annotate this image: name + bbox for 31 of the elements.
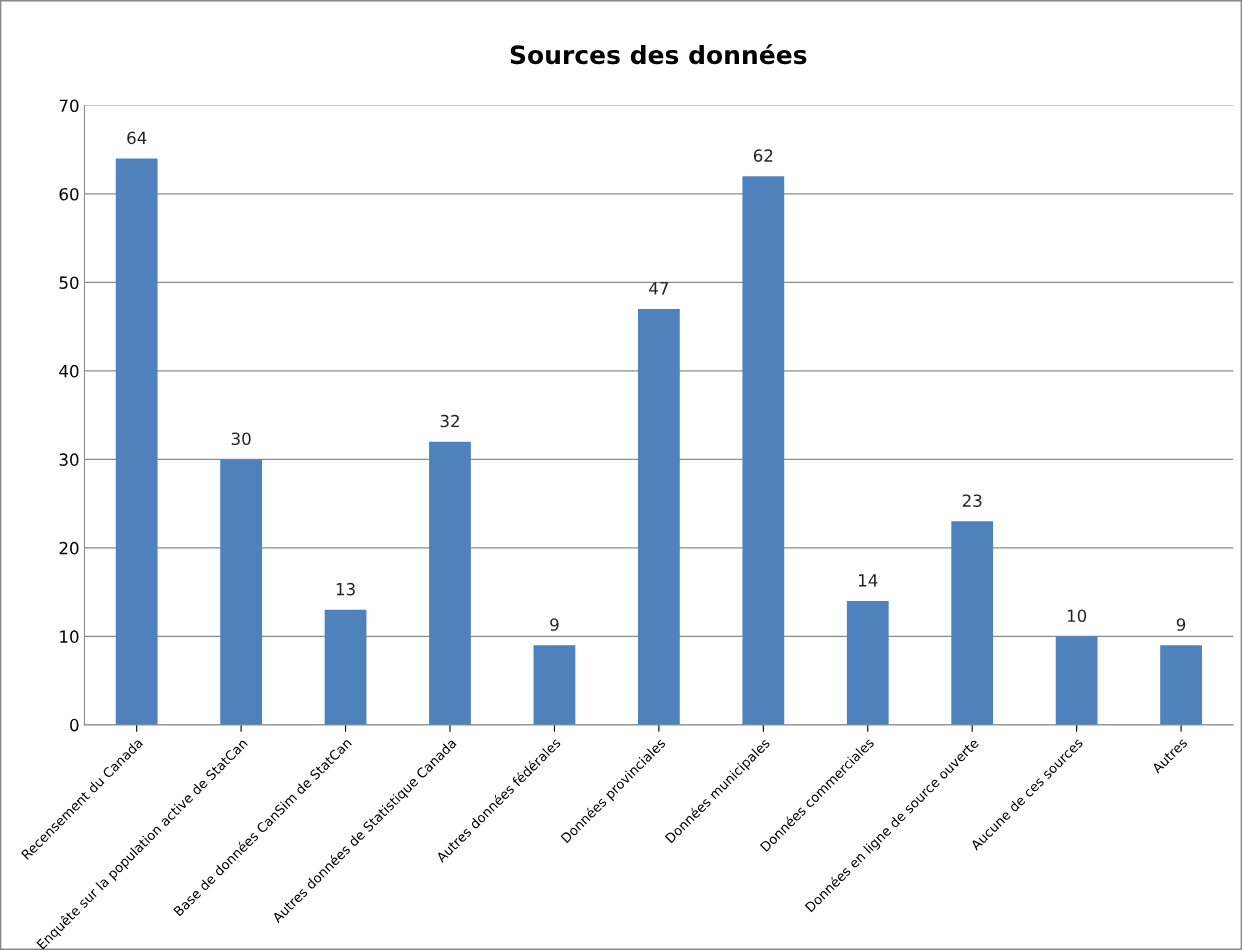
bar	[533, 645, 576, 725]
data-label: 30	[231, 432, 251, 446]
bar	[637, 308, 680, 725]
data-label: 32	[440, 414, 459, 428]
data-label: 9	[1176, 618, 1186, 631]
y-tick-label: 60	[59, 187, 79, 201]
bar	[846, 600, 889, 725]
bar	[115, 158, 158, 725]
bar	[951, 521, 994, 725]
data-label: 13	[336, 582, 355, 596]
y-tick-label: 20	[59, 541, 79, 555]
data-label: 62	[753, 149, 773, 162]
y-tick-label: 40	[59, 364, 79, 378]
y-tick-label: 50	[59, 276, 79, 289]
y-tick-label: 30	[59, 453, 79, 466]
bar	[1055, 636, 1098, 725]
data-label: 14	[858, 574, 878, 587]
y-tick-label: 0	[70, 718, 79, 732]
bar	[1160, 645, 1202, 725]
bar	[742, 176, 785, 725]
data-label: 47	[649, 282, 669, 295]
data-label: 23	[962, 494, 982, 507]
bar	[324, 609, 367, 725]
data-label: 10	[1067, 609, 1087, 623]
data-label: 64	[127, 131, 147, 145]
y-tick-label: 10	[60, 630, 79, 643]
chart-title: Sources des données	[510, 43, 807, 65]
data-label: 9	[550, 618, 559, 631]
bar	[220, 459, 263, 725]
y-tick-label: 70	[59, 99, 79, 113]
bar	[429, 441, 471, 725]
